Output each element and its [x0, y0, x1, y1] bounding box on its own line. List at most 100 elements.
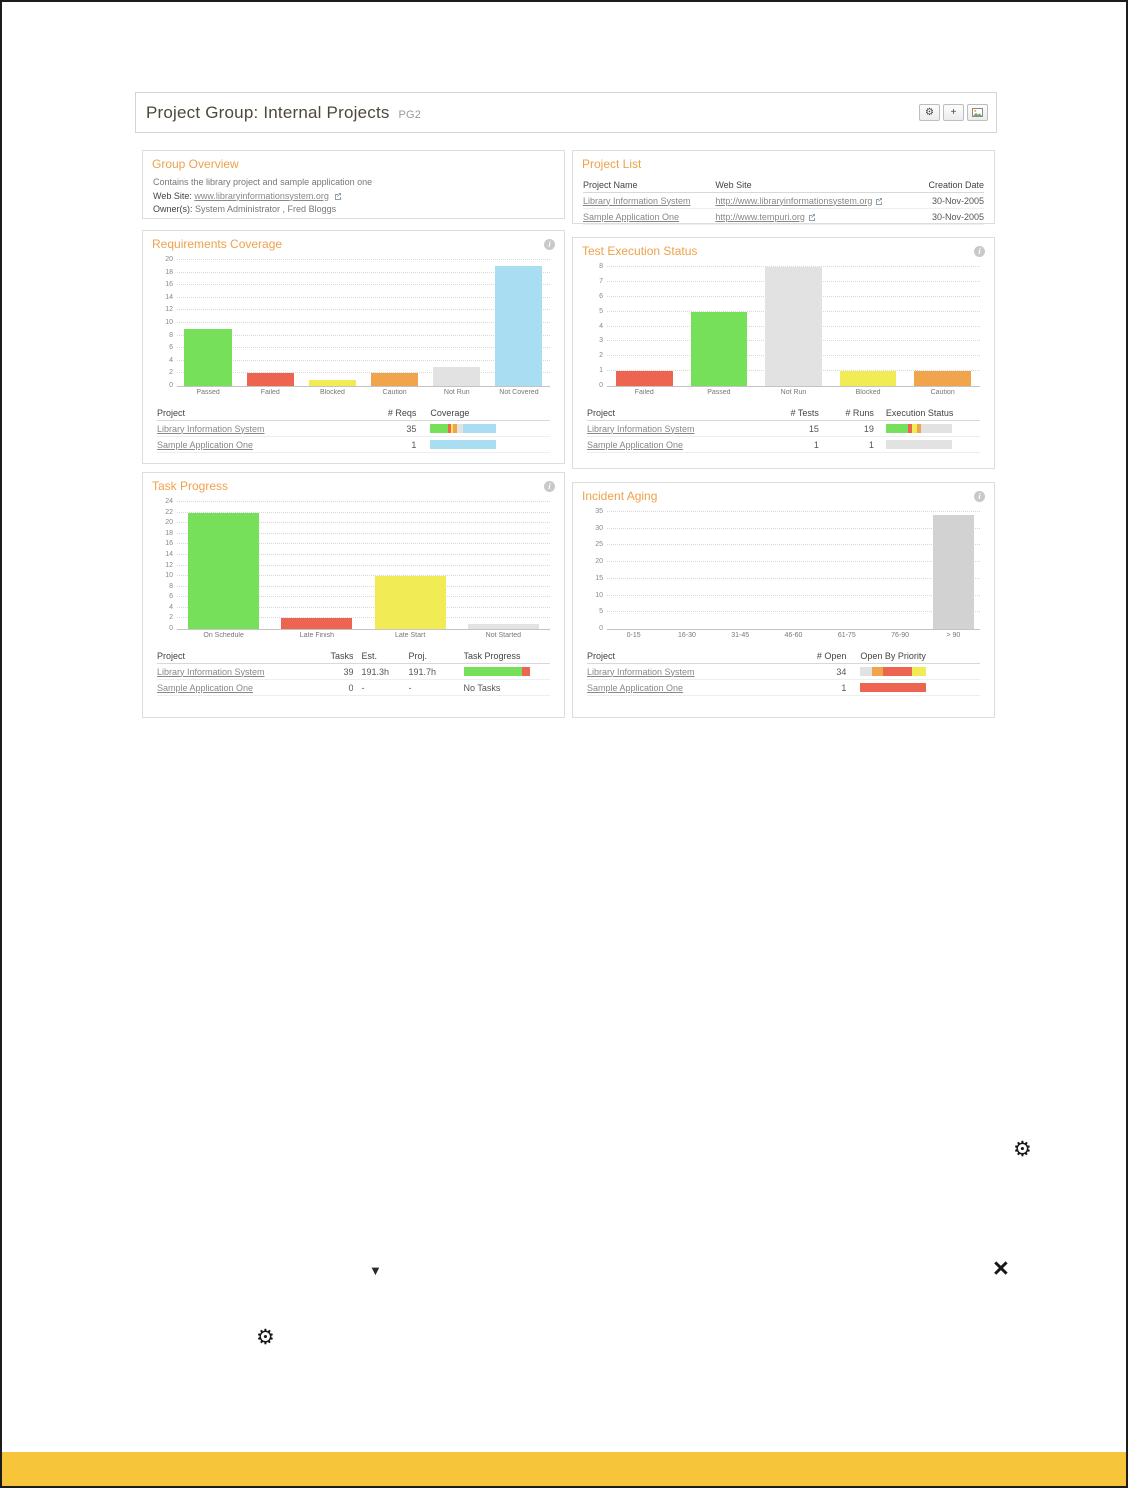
- y-axis-label: 0: [169, 382, 173, 389]
- bar-caution[interactable]: [370, 373, 419, 386]
- value-cell: 1: [411, 439, 417, 450]
- value-cell: 191.7h: [408, 666, 437, 677]
- widget-title-row: Test Execution Status i: [573, 238, 994, 261]
- status-bar-cell: [416, 424, 550, 433]
- bar-passed[interactable]: [184, 329, 232, 386]
- link[interactable]: Library Information System: [587, 423, 695, 434]
- link[interactable]: Sample Application One: [587, 439, 684, 450]
- y-axis-label: 0: [169, 625, 173, 632]
- bar-not-run[interactable]: [765, 267, 822, 386]
- bar-slot: [607, 267, 682, 386]
- y-axis-label: 20: [165, 519, 173, 527]
- status-bar: [430, 440, 497, 449]
- info-icon[interactable]: i: [974, 245, 985, 257]
- table-row: Library Information System 35: [157, 421, 550, 437]
- close-icon[interactable]: ×: [993, 1253, 1009, 1283]
- gridline: 12: [165, 306, 550, 313]
- test-execution-chart: 0 1 2 3 4 5 6 7 8 Failed Passed Not Run Blocked Caut…: [573, 263, 994, 396]
- info-icon[interactable]: i: [544, 238, 555, 250]
- chart-plot: 0 2 4 6 8 10 12 14 16 18 20 22 24: [165, 498, 550, 632]
- y-axis-label: 3: [599, 337, 603, 345]
- x-axis-label: 46-60: [784, 632, 803, 639]
- link[interactable]: Sample Application One: [157, 439, 254, 450]
- gridline: 8: [169, 332, 550, 339]
- value-cell: 15: [808, 423, 819, 434]
- bar-passed[interactable]: [690, 311, 748, 386]
- gridline: 6: [169, 593, 550, 600]
- x-axis-label: Not Run: [443, 389, 470, 396]
- dropdown-arrow-icon[interactable]: ▼: [369, 1263, 382, 1278]
- incident-aging-table: Project # Open Open By Priority Library Inf…: [587, 649, 980, 696]
- gridline: 8: [599, 263, 980, 270]
- image-button[interactable]: [967, 104, 988, 121]
- link[interactable]: Library Information System: [157, 666, 265, 677]
- y-axis-label: 12: [165, 561, 173, 569]
- y-axis-label: 18: [165, 529, 173, 537]
- link[interactable]: Library Information System: [157, 423, 265, 434]
- bar-blocked[interactable]: [839, 371, 897, 386]
- bar-late-finish[interactable]: [281, 618, 353, 629]
- bar-not-run[interactable]: [433, 367, 481, 386]
- task-progress-table: Project Tasks Est. Proj. Task Progress Librar…: [157, 649, 550, 696]
- bar-blocked[interactable]: [308, 379, 356, 386]
- widget-title-row: Task Progress i: [143, 473, 564, 496]
- bar-on-schedule[interactable]: [188, 512, 260, 629]
- table-header-row: Project # Tests # Runs Execution Status: [587, 406, 980, 421]
- bar-slot: [927, 512, 980, 629]
- y-axis-label: 20: [165, 256, 173, 263]
- link[interactable]: Library Information System: [583, 195, 691, 206]
- column-header: Project: [157, 651, 186, 661]
- bar-not-started[interactable]: [467, 623, 539, 629]
- bar-not-covered[interactable]: [495, 266, 543, 386]
- link[interactable]: Sample Application One: [587, 682, 684, 693]
- link[interactable]: Sample Application One: [583, 211, 680, 222]
- link[interactable]: Sample Application One: [157, 682, 254, 693]
- link-cell: Library Information System: [587, 667, 791, 677]
- project-list-table: Project Name Web Site Creation Date Library…: [583, 178, 984, 225]
- info-icon[interactable]: i: [544, 480, 555, 492]
- link[interactable]: Library Information System: [587, 666, 695, 677]
- website-label: Web Site:: [153, 190, 192, 201]
- owners-line: Owner(s): System Administrator , Fred Bl…: [153, 203, 554, 217]
- bar-slot: [239, 260, 301, 386]
- bar-failed[interactable]: [246, 373, 294, 386]
- link[interactable]: http://www.libraryinformationsystem.org: [715, 195, 873, 206]
- link[interactable]: http://www.tempuri.org: [715, 211, 805, 222]
- add-widget-button[interactable]: +: [943, 104, 964, 121]
- y-axis-label: 2: [599, 352, 603, 360]
- y-axis-label: 18: [165, 268, 173, 276]
- y-axis-label: 14: [165, 550, 173, 558]
- y-axis-label: 2: [169, 614, 173, 622]
- gridline: 14: [165, 551, 550, 558]
- value-cell: 30-Nov-2005: [931, 195, 984, 206]
- project-group-dashboard: Project Group: Internal Projects PG2 ⚙ +…: [135, 92, 997, 732]
- bar-slot: [364, 502, 457, 629]
- table-row: Library Information System 34: [587, 664, 980, 680]
- status-bar-cell: [416, 440, 550, 449]
- gridline: 2: [169, 369, 550, 376]
- bar-caution[interactable]: [914, 371, 972, 386]
- bars: [607, 267, 980, 386]
- website-link[interactable]: www.libraryinformationsystem.org: [194, 190, 329, 201]
- settings-button[interactable]: ⚙: [919, 104, 940, 121]
- y-axis-label: 30: [595, 524, 603, 532]
- gear-icon[interactable]: ⚙: [256, 1326, 275, 1349]
- bar-failed[interactable]: [615, 371, 673, 386]
- widget-title: Task Progress: [152, 479, 229, 493]
- column-header: Project: [587, 408, 616, 418]
- y-axis-label: 16: [165, 281, 173, 289]
- x-axis-label: Not Started: [485, 632, 522, 639]
- x-axis-label: 76-90: [891, 632, 909, 639]
- table-row: Library Information System http://www.lib…: [583, 193, 984, 209]
- table-row: Library Information System 39 191.3h 191.7h: [157, 664, 550, 680]
- bar-slot: [767, 512, 820, 629]
- info-icon[interactable]: i: [974, 490, 985, 502]
- y-axis-label: 24: [165, 498, 173, 505]
- gear-icon[interactable]: ⚙: [1013, 1138, 1032, 1161]
- bar-late-start[interactable]: [374, 576, 446, 629]
- table-header-row: Project # Reqs Coverage: [157, 406, 550, 421]
- y-axis-label: 8: [169, 582, 173, 590]
- bar-slot: [682, 267, 757, 386]
- bar--90[interactable]: [933, 515, 974, 629]
